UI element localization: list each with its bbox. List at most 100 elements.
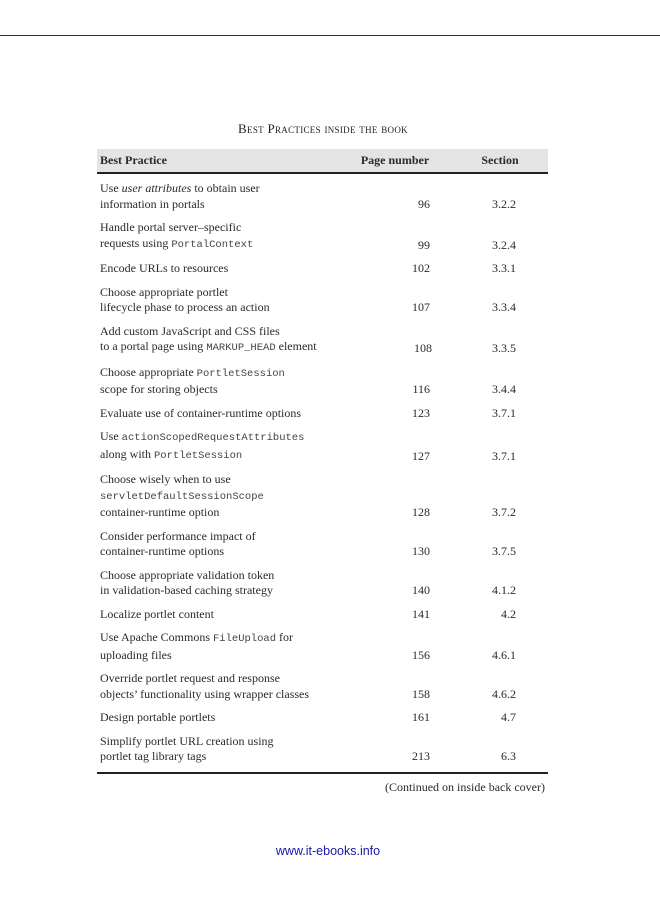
practice-cell: Encode URLs to resources (97, 261, 312, 277)
practice-line: Override portlet request and response (100, 671, 312, 687)
practice-line: container-runtime options (100, 544, 312, 560)
section-cell: 4.7 (501, 710, 516, 724)
practice-text: uploading files (100, 647, 172, 662)
page-number-cell: 156 (412, 647, 430, 662)
table-row: Use Apache Commons FileUpload for uploadi… (97, 623, 548, 664)
footer-link[interactable]: www.it-ebooks.info (275, 844, 381, 858)
page-number-cell: 158 (412, 686, 430, 701)
practice-line: Choose appropriate portlet (100, 285, 312, 301)
table-row: Handle portal server–specific requests us… (97, 213, 548, 254)
section-cell: 3.2.2 (492, 196, 516, 211)
practice-text: requests using (100, 235, 172, 250)
practice-text: scope for storing objects (100, 382, 218, 396)
practice-text: Use (100, 181, 122, 195)
practice-line: requests using PortalContext (100, 236, 312, 254)
practice-cell: Evaluate use of container-runtime option… (97, 406, 312, 422)
table-row: Choose wisely when to use servletDefaultS… (97, 465, 548, 522)
practice-line: Evaluate use of container-runtime option… (100, 406, 312, 422)
practice-line: Encode URLs to resources (100, 261, 312, 277)
practice-line: Use Apache Commons FileUpload for (100, 630, 312, 648)
practice-line: lifecycle phase to process an action (100, 300, 312, 316)
practice-line: servletDefaultSessionScope (100, 488, 312, 506)
table-row: Consider performance impact of container-… (97, 522, 548, 561)
practice-cell: Use actionScopedRequestAttributes along w… (97, 429, 312, 464)
practice-line: along with PortletSession (100, 447, 312, 465)
practice-line: Simplify portlet URL creation using (100, 734, 312, 750)
practice-line: Choose appropriate validation token (100, 568, 312, 584)
practice-line: portlet tag library tags (100, 749, 312, 765)
practice-text: portlet tag library tags (100, 749, 207, 763)
practice-line: Add custom JavaScript and CSS files (100, 324, 317, 340)
practice-line: Design portable portlets (100, 710, 312, 726)
practice-text: Design portable portlets (100, 710, 216, 724)
practice-text: Use Apache Commons (100, 630, 213, 644)
code-text: FileUpload (213, 633, 277, 645)
practice-cell: Choose appropriate portlet lifecycle phas… (97, 285, 312, 316)
table-bottom-rule (97, 771, 548, 774)
section-cell: 3.2.4 (492, 237, 516, 252)
practice-text: user attributes (121, 181, 192, 195)
practice-line: information in portals (100, 197, 312, 213)
practice-text: Choose appropriate (100, 364, 197, 379)
practice-cell: Use user attributes to obtain user inform… (97, 181, 312, 212)
practice-text: Choose appropriate portlet (100, 284, 228, 299)
page-number-cell: 96 (418, 196, 430, 211)
section-cell: 4.1.2 (492, 583, 516, 597)
section-cell: 6.3 (501, 749, 516, 763)
practice-text: information in portals (100, 196, 205, 211)
section-cell: 3.7.1 (492, 405, 516, 420)
practice-text: Override portlet request and response (100, 671, 280, 685)
top-rule (0, 35, 660, 36)
practice-text: Localize portlet content (100, 606, 214, 621)
section-cell: 3.3.1 (492, 261, 516, 275)
practice-line: Choose wisely when to use (100, 472, 312, 488)
practice-cell: Simplify portlet URL creation using portl… (97, 734, 312, 765)
practice-cell: Consider performance impact of container-… (97, 529, 312, 560)
practice-line: Use user attributes to obtain user (100, 181, 312, 197)
page-number-cell: 102 (412, 261, 430, 275)
practice-cell: Override portlet request and response obj… (97, 671, 312, 702)
section-cell: 4.6.2 (492, 686, 516, 701)
practice-line: Choose appropriate PortletSession (100, 365, 312, 383)
table-row: Encode URLs to resources 102 3.3.1 (97, 254, 548, 278)
code-text: PortletSession (196, 367, 285, 380)
page-number-cell: 116 (412, 382, 430, 396)
practice-text: for (276, 630, 294, 644)
best-practices-table: Best Practice Page number Section Use us… (97, 149, 548, 795)
practice-cell: Localize portlet content (97, 607, 312, 623)
practice-line: in validation-based caching strategy (100, 583, 312, 599)
practice-line: Consider performance impact of (100, 529, 312, 545)
page-number-cell: 107 (412, 300, 430, 314)
practice-line: objects’ functionality using wrapper cla… (100, 687, 312, 703)
section-cell: 3.7.5 (492, 544, 516, 558)
practice-text: to a portal page using (100, 339, 207, 353)
code-text: servletDefaultSessionScope (100, 490, 264, 503)
practice-text: Simplify portlet URL creation using (100, 733, 274, 748)
header-best-practice: Best Practice (100, 153, 167, 167)
practice-line: uploading files (100, 648, 312, 664)
practice-cell: Design portable portlets (97, 710, 312, 726)
page-number-cell: 141 (412, 606, 430, 621)
table-row: Use user attributes to obtain user inform… (97, 174, 548, 213)
practice-text: Use (100, 429, 122, 443)
practice-cell: Choose appropriate PortletSession scope f… (97, 365, 312, 398)
page-number-cell: 108 (413, 341, 432, 355)
practice-cell: Handle portal server–specific requests us… (97, 220, 312, 253)
code-text: actionScopedRequestAttributes (121, 432, 305, 444)
practice-line: container-runtime option (100, 505, 312, 521)
table-row: Override portlet request and response obj… (97, 664, 548, 703)
practice-text: Evaluate use of container-runtime option… (100, 405, 302, 420)
section-cell: 3.3.4 (492, 300, 516, 314)
code-text: MARKUP_HEAD (206, 342, 276, 354)
practice-text: Encode URLs to resources (100, 261, 229, 275)
table-header: Best Practice Page number Section (97, 149, 548, 174)
header-page-number: Page number (360, 153, 430, 167)
practice-text: container-runtime option (100, 505, 220, 519)
practice-text: container-runtime options (100, 544, 225, 558)
practice-text: in validation-based caching strategy (100, 583, 273, 597)
table-row: Choose appropriate validation token in va… (97, 561, 548, 600)
continued-note: (Continued on inside back cover) (385, 779, 545, 794)
table-row: Localize portlet content 141 4.2 (97, 600, 548, 624)
practice-text: along with (100, 446, 154, 461)
code-text: PortalContext (171, 238, 254, 251)
